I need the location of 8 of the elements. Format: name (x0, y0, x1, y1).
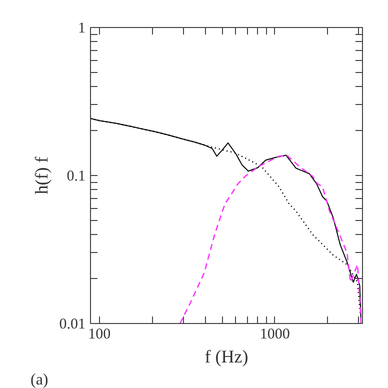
x-axis-title: f (Hz) (204, 346, 248, 366)
x-tick-label: 100 (88, 326, 111, 342)
text: (a) (30, 372, 48, 388)
y-tick-label: 1 (78, 20, 86, 36)
y-tick-label: 0.01 (59, 316, 86, 332)
y-tick-label: 0.1 (66, 168, 86, 184)
x-tick-label: 1000 (260, 326, 290, 342)
y-axis-title: h(f) f (31, 156, 52, 194)
